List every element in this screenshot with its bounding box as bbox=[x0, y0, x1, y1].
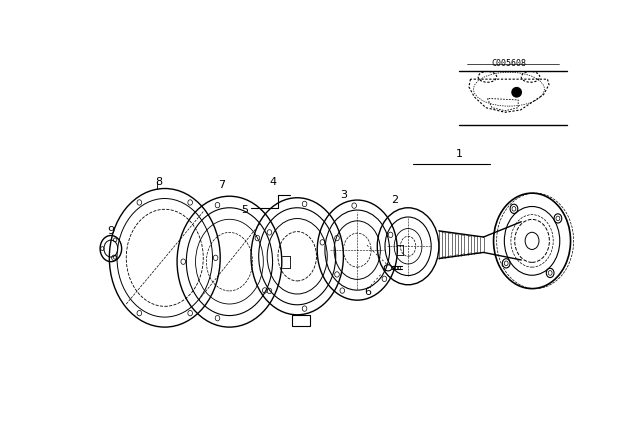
Text: 2: 2 bbox=[390, 195, 398, 205]
Text: 4: 4 bbox=[269, 177, 276, 186]
Ellipse shape bbox=[511, 87, 522, 98]
Text: 9: 9 bbox=[108, 226, 115, 236]
Text: 8: 8 bbox=[155, 177, 162, 186]
Text: C005608: C005608 bbox=[492, 59, 527, 68]
Text: 3: 3 bbox=[340, 190, 347, 200]
Text: 6: 6 bbox=[365, 288, 372, 297]
Text: 7: 7 bbox=[218, 181, 225, 190]
Text: 5: 5 bbox=[241, 205, 248, 215]
Text: 1: 1 bbox=[456, 149, 463, 159]
